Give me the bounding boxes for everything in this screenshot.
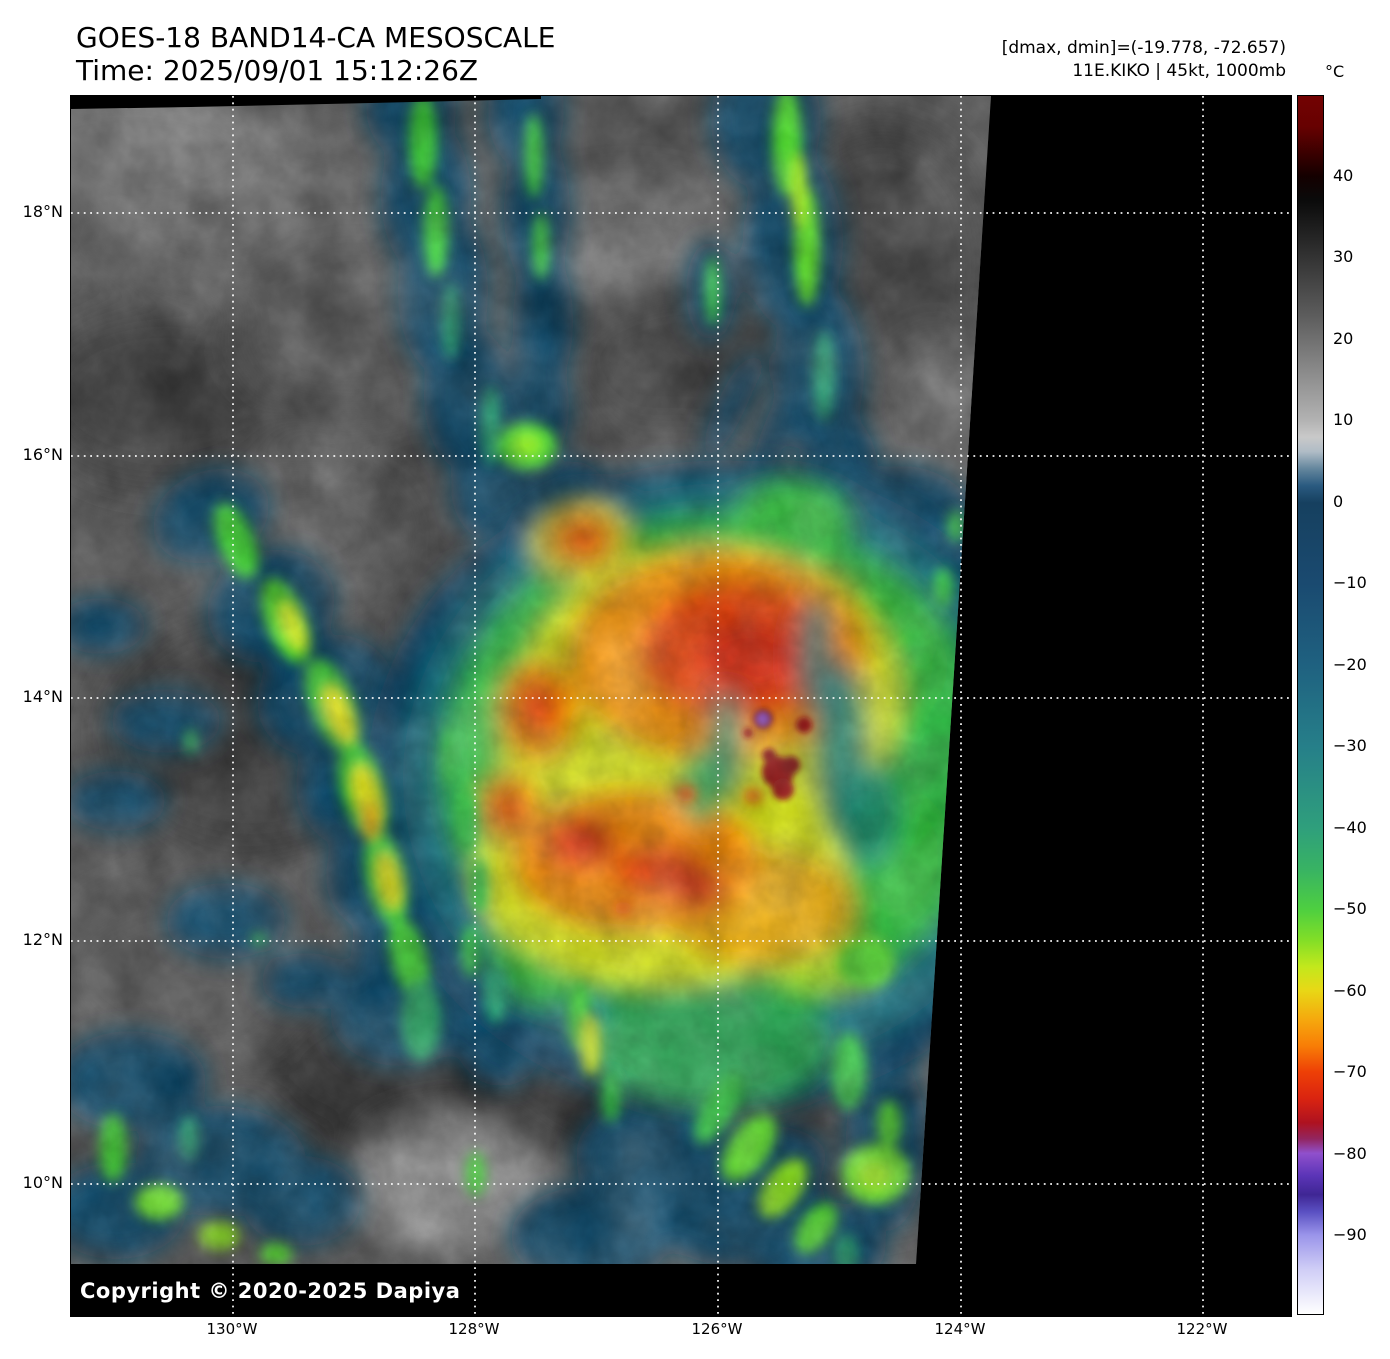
colorbar-tick: −60 — [1333, 981, 1367, 1000]
satellite-image — [71, 96, 1291, 1316]
lat-tick-label: 16°N — [22, 445, 63, 464]
lon-tick-label: 124°W — [934, 1320, 986, 1338]
colorbar-tick: −70 — [1333, 1062, 1367, 1081]
lat-tick-label: 18°N — [22, 202, 63, 221]
colorbar-unit-label: °C — [1325, 62, 1345, 81]
lon-tick-label: 130°W — [206, 1320, 258, 1338]
lon-tick-label: 126°W — [691, 1320, 743, 1338]
dmax-dmin-readout: [dmax, dmin]=(-19.778, -72.657) — [1001, 38, 1286, 58]
colorbar — [1297, 95, 1324, 1315]
copyright-text: Copyright © 2020-2025 Dapiya — [80, 1279, 461, 1303]
storm-info: 11E.KIKO | 45kt, 1000mb — [1072, 61, 1286, 81]
title-block: GOES-18 BAND14-CA MESOSCALE Time: 2025/0… — [76, 21, 555, 87]
data-swath — [71, 96, 991, 1264]
colorbar-tick: 10 — [1333, 410, 1354, 429]
lat-tick-label: 12°N — [22, 930, 63, 949]
header-right-block: [dmax, dmin]=(-19.778, -72.657) 11E.KIKO… — [1002, 37, 1286, 83]
lat-tick-label: 10°N — [22, 1173, 63, 1192]
colorbar-tick: 40 — [1333, 166, 1354, 185]
colorbar-tick: −80 — [1333, 1144, 1367, 1163]
colorbar-tick: 30 — [1333, 247, 1354, 266]
colorbar-tick: 0 — [1333, 492, 1344, 511]
lon-tick-label: 128°W — [448, 1320, 500, 1338]
colorbar-tick: −40 — [1333, 818, 1367, 837]
colorbar-tick: −30 — [1333, 736, 1367, 755]
colorbar-tick: −10 — [1333, 573, 1367, 592]
lon-tick-label: 122°W — [1176, 1320, 1228, 1338]
colorbar-tick: −50 — [1333, 899, 1367, 918]
colorbar-tick: −90 — [1333, 1225, 1367, 1244]
lat-tick-label: 14°N — [22, 687, 63, 706]
top-edge-sliver — [71, 96, 541, 109]
timestamp: Time: 2025/09/01 15:12:26Z — [76, 54, 479, 87]
colorbar-tick: −20 — [1333, 655, 1367, 674]
map-plot — [70, 95, 1292, 1317]
page-title: GOES-18 BAND14-CA MESOSCALE — [76, 21, 556, 54]
colorbar-tick: 20 — [1333, 329, 1354, 348]
